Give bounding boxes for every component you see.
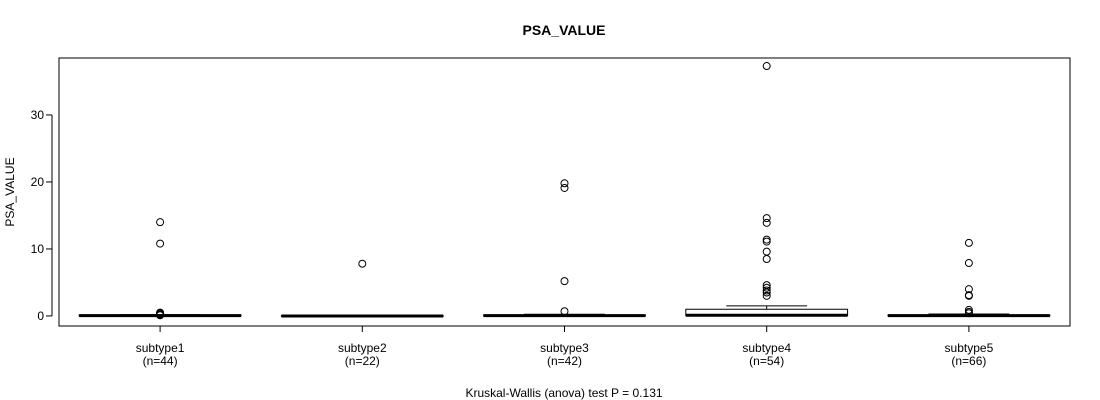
plot-frame	[58, 57, 1071, 327]
y-tick-label: 0	[37, 309, 44, 323]
outlier-point	[762, 218, 771, 227]
outlier-point	[762, 286, 771, 295]
y-axis: 0 10 20 30	[31, 108, 53, 323]
outlier-point	[560, 307, 569, 316]
outlier-point	[964, 291, 973, 300]
outlier-point	[762, 247, 771, 256]
box-subtype2	[280, 259, 444, 318]
y-tick-label: 20	[31, 175, 45, 189]
x-axis-labels: subtype1(n=44) subtype2(n=22) subtype3(n=4…	[136, 326, 994, 368]
box-subtype5	[887, 238, 1051, 318]
outlier-point	[358, 259, 367, 268]
outlier-point	[762, 235, 771, 244]
outlier-point	[156, 311, 165, 320]
outlier-point	[762, 237, 771, 246]
box-subtype1	[78, 218, 242, 320]
x-tick-label: subtype3	[540, 341, 589, 355]
test-footer: Kruskal-Wallis (anova) test P = 0.131	[465, 386, 662, 400]
outlier-point	[560, 183, 569, 192]
outlier-point	[560, 179, 569, 188]
y-tick-label: 10	[31, 242, 45, 256]
x-tick-count: (n=44)	[143, 354, 178, 368]
y-tick-label: 30	[31, 108, 45, 122]
outlier-point	[762, 214, 771, 223]
x-tick-count: (n=66)	[951, 354, 986, 368]
outlier-point	[762, 255, 771, 263]
outlier-point	[560, 277, 569, 286]
outlier-point	[762, 62, 771, 71]
x-tick-label: subtype4	[742, 341, 791, 355]
outlier-point	[156, 239, 165, 248]
outlier-point	[964, 305, 973, 314]
outlier-point	[762, 283, 771, 292]
box-subtype3	[483, 179, 646, 318]
boxes-group	[78, 62, 1051, 320]
chart-title: PSA_VALUE	[523, 22, 606, 38]
box-subtype4	[685, 62, 849, 317]
outlier-point	[964, 259, 973, 268]
outlier-point	[762, 288, 771, 297]
outlier-point	[964, 238, 973, 247]
outlier-point	[156, 218, 165, 227]
outlier-point	[762, 291, 771, 300]
x-tick-label: subtype2	[338, 341, 387, 355]
x-tick-count: (n=54)	[749, 354, 784, 368]
x-tick-count: (n=42)	[547, 354, 582, 368]
outlier-point	[964, 309, 973, 318]
x-tick-count: (n=22)	[345, 354, 380, 368]
x-tick-label: subtype5	[945, 341, 994, 355]
x-tick-label: subtype1	[136, 341, 185, 355]
y-axis-label: PSA_VALUE	[3, 157, 17, 226]
